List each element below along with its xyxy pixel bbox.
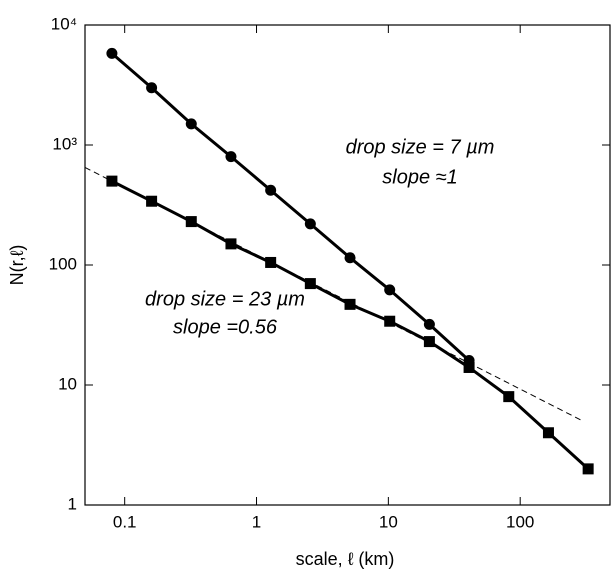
series-line <box>110 52 471 362</box>
point <box>503 391 515 403</box>
point <box>542 427 554 439</box>
point <box>463 361 475 373</box>
point <box>265 184 277 196</box>
point <box>384 315 396 327</box>
point <box>423 318 435 330</box>
point <box>304 218 316 230</box>
y-tick-label: 10³ <box>52 134 77 153</box>
point <box>344 298 356 310</box>
x-tick-label: 0.1 <box>113 512 137 531</box>
x-tick-label: 10 <box>379 512 398 531</box>
point <box>225 238 237 250</box>
y-axis-label: N(r,ℓ) <box>7 245 27 286</box>
point <box>304 278 316 290</box>
point <box>423 336 435 348</box>
y-tick-label: 10 <box>58 374 77 393</box>
point <box>384 284 396 296</box>
point <box>185 216 197 228</box>
series-label: drop size = 23 µm <box>145 288 305 310</box>
point <box>106 47 118 59</box>
point <box>146 82 158 94</box>
annotation: slope ≈1 <box>382 166 457 188</box>
y-tick-label: 10⁴ <box>51 14 77 33</box>
point <box>185 118 197 130</box>
point <box>582 463 594 475</box>
annotation: slope =0.56 <box>173 316 278 338</box>
point <box>344 252 356 264</box>
fit-line <box>84 167 584 422</box>
x-tick-label: 1 <box>252 512 261 531</box>
series-label: drop size = 7 µm <box>346 136 495 158</box>
y-tick-label: 100 <box>49 254 77 273</box>
point <box>265 256 277 268</box>
x-axis-label: scale, ℓ (km) <box>296 549 395 569</box>
x-tick-label: 100 <box>506 512 534 531</box>
y-tick-label: 1 <box>68 494 77 513</box>
point <box>225 151 237 163</box>
